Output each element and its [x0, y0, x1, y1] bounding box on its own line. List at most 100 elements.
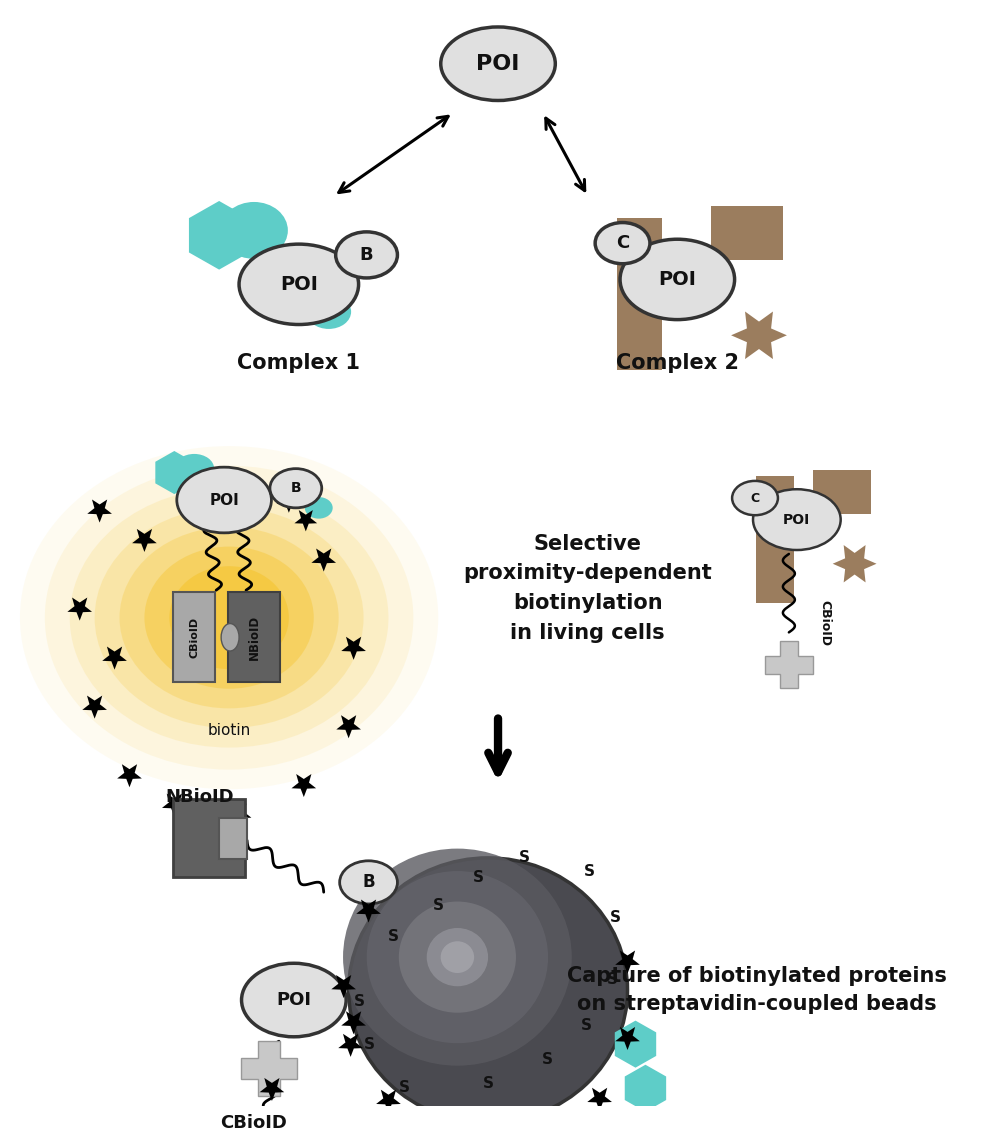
Polygon shape — [765, 641, 813, 688]
Polygon shape — [277, 490, 301, 513]
Polygon shape — [189, 201, 249, 270]
Ellipse shape — [399, 901, 516, 1013]
Polygon shape — [615, 951, 640, 973]
Ellipse shape — [607, 1121, 648, 1128]
Text: S: S — [473, 871, 484, 885]
Text: S: S — [399, 1081, 410, 1095]
Polygon shape — [615, 1021, 656, 1068]
Ellipse shape — [174, 453, 214, 483]
Ellipse shape — [441, 941, 474, 973]
Ellipse shape — [595, 222, 650, 264]
Ellipse shape — [169, 566, 289, 669]
Ellipse shape — [367, 871, 548, 1043]
FancyBboxPatch shape — [173, 592, 215, 682]
Polygon shape — [67, 598, 92, 620]
FancyBboxPatch shape — [617, 218, 662, 370]
Text: S: S — [363, 1038, 374, 1052]
Polygon shape — [155, 451, 193, 494]
Text: S: S — [610, 910, 621, 925]
Ellipse shape — [242, 963, 346, 1037]
Ellipse shape — [476, 1116, 540, 1128]
Polygon shape — [833, 545, 877, 582]
Polygon shape — [132, 529, 157, 552]
Polygon shape — [291, 774, 316, 797]
Ellipse shape — [239, 244, 359, 325]
Polygon shape — [87, 500, 112, 522]
Ellipse shape — [220, 202, 288, 258]
Ellipse shape — [144, 547, 314, 689]
Text: Selective
proximity-dependent
biotinylation
in living cells: Selective proximity-dependent biotinylat… — [463, 534, 712, 643]
Text: POI: POI — [476, 54, 520, 73]
Polygon shape — [117, 764, 142, 787]
Polygon shape — [356, 899, 381, 923]
FancyBboxPatch shape — [228, 592, 280, 682]
Polygon shape — [102, 646, 127, 670]
Polygon shape — [731, 311, 787, 359]
Ellipse shape — [305, 497, 333, 519]
Text: Complex 2: Complex 2 — [616, 353, 739, 372]
Polygon shape — [625, 1065, 666, 1112]
Ellipse shape — [221, 624, 239, 651]
Polygon shape — [441, 1116, 466, 1128]
Polygon shape — [331, 975, 356, 998]
Text: S: S — [581, 1017, 592, 1033]
Text: Capture of biotinylated proteins
on streptavidin-coupled beads: Capture of biotinylated proteins on stre… — [567, 967, 947, 1014]
Ellipse shape — [270, 468, 322, 508]
Ellipse shape — [120, 527, 339, 708]
FancyBboxPatch shape — [219, 818, 247, 858]
Polygon shape — [82, 696, 107, 719]
Polygon shape — [187, 479, 212, 503]
Ellipse shape — [427, 928, 488, 986]
Polygon shape — [260, 1078, 284, 1101]
Polygon shape — [338, 1034, 363, 1057]
Ellipse shape — [753, 490, 841, 550]
Polygon shape — [376, 1090, 401, 1113]
Polygon shape — [241, 1041, 297, 1096]
Text: S: S — [483, 1076, 494, 1091]
Polygon shape — [162, 794, 187, 817]
Text: POI: POI — [209, 493, 239, 508]
FancyBboxPatch shape — [711, 206, 783, 261]
Ellipse shape — [177, 467, 271, 532]
Text: CBioID: CBioID — [818, 600, 831, 645]
Text: NBioID: NBioID — [247, 615, 260, 660]
Text: POI: POI — [276, 992, 311, 1010]
Text: S: S — [388, 928, 399, 944]
Ellipse shape — [336, 232, 397, 277]
Ellipse shape — [306, 294, 351, 329]
Ellipse shape — [441, 27, 555, 100]
Polygon shape — [615, 1026, 640, 1050]
Polygon shape — [531, 1117, 555, 1128]
Text: POI: POI — [280, 275, 318, 293]
Polygon shape — [341, 637, 366, 660]
Text: S: S — [607, 972, 618, 987]
Ellipse shape — [340, 861, 397, 904]
Text: S: S — [541, 1051, 552, 1067]
Ellipse shape — [70, 487, 388, 748]
Ellipse shape — [20, 446, 438, 790]
Text: CBioID: CBioID — [221, 1113, 287, 1128]
Text: POI: POI — [658, 270, 696, 289]
Text: B: B — [362, 873, 375, 891]
Text: S: S — [433, 898, 444, 913]
Text: C: C — [750, 492, 760, 504]
Text: biotin: biotin — [207, 723, 251, 738]
Text: CBioID: CBioID — [189, 617, 199, 658]
Ellipse shape — [732, 481, 778, 515]
Text: B: B — [291, 482, 301, 495]
Ellipse shape — [349, 858, 628, 1122]
Polygon shape — [294, 510, 317, 531]
Ellipse shape — [45, 466, 413, 769]
FancyBboxPatch shape — [756, 476, 794, 603]
Text: POI: POI — [783, 512, 810, 527]
Polygon shape — [587, 1087, 612, 1111]
Ellipse shape — [95, 508, 364, 728]
Text: B: B — [360, 246, 373, 264]
FancyBboxPatch shape — [173, 799, 245, 878]
FancyBboxPatch shape — [813, 470, 871, 514]
Polygon shape — [336, 715, 361, 738]
Text: C: C — [616, 235, 629, 253]
Ellipse shape — [620, 239, 735, 319]
Text: Complex 1: Complex 1 — [237, 353, 360, 372]
Polygon shape — [341, 1012, 366, 1034]
